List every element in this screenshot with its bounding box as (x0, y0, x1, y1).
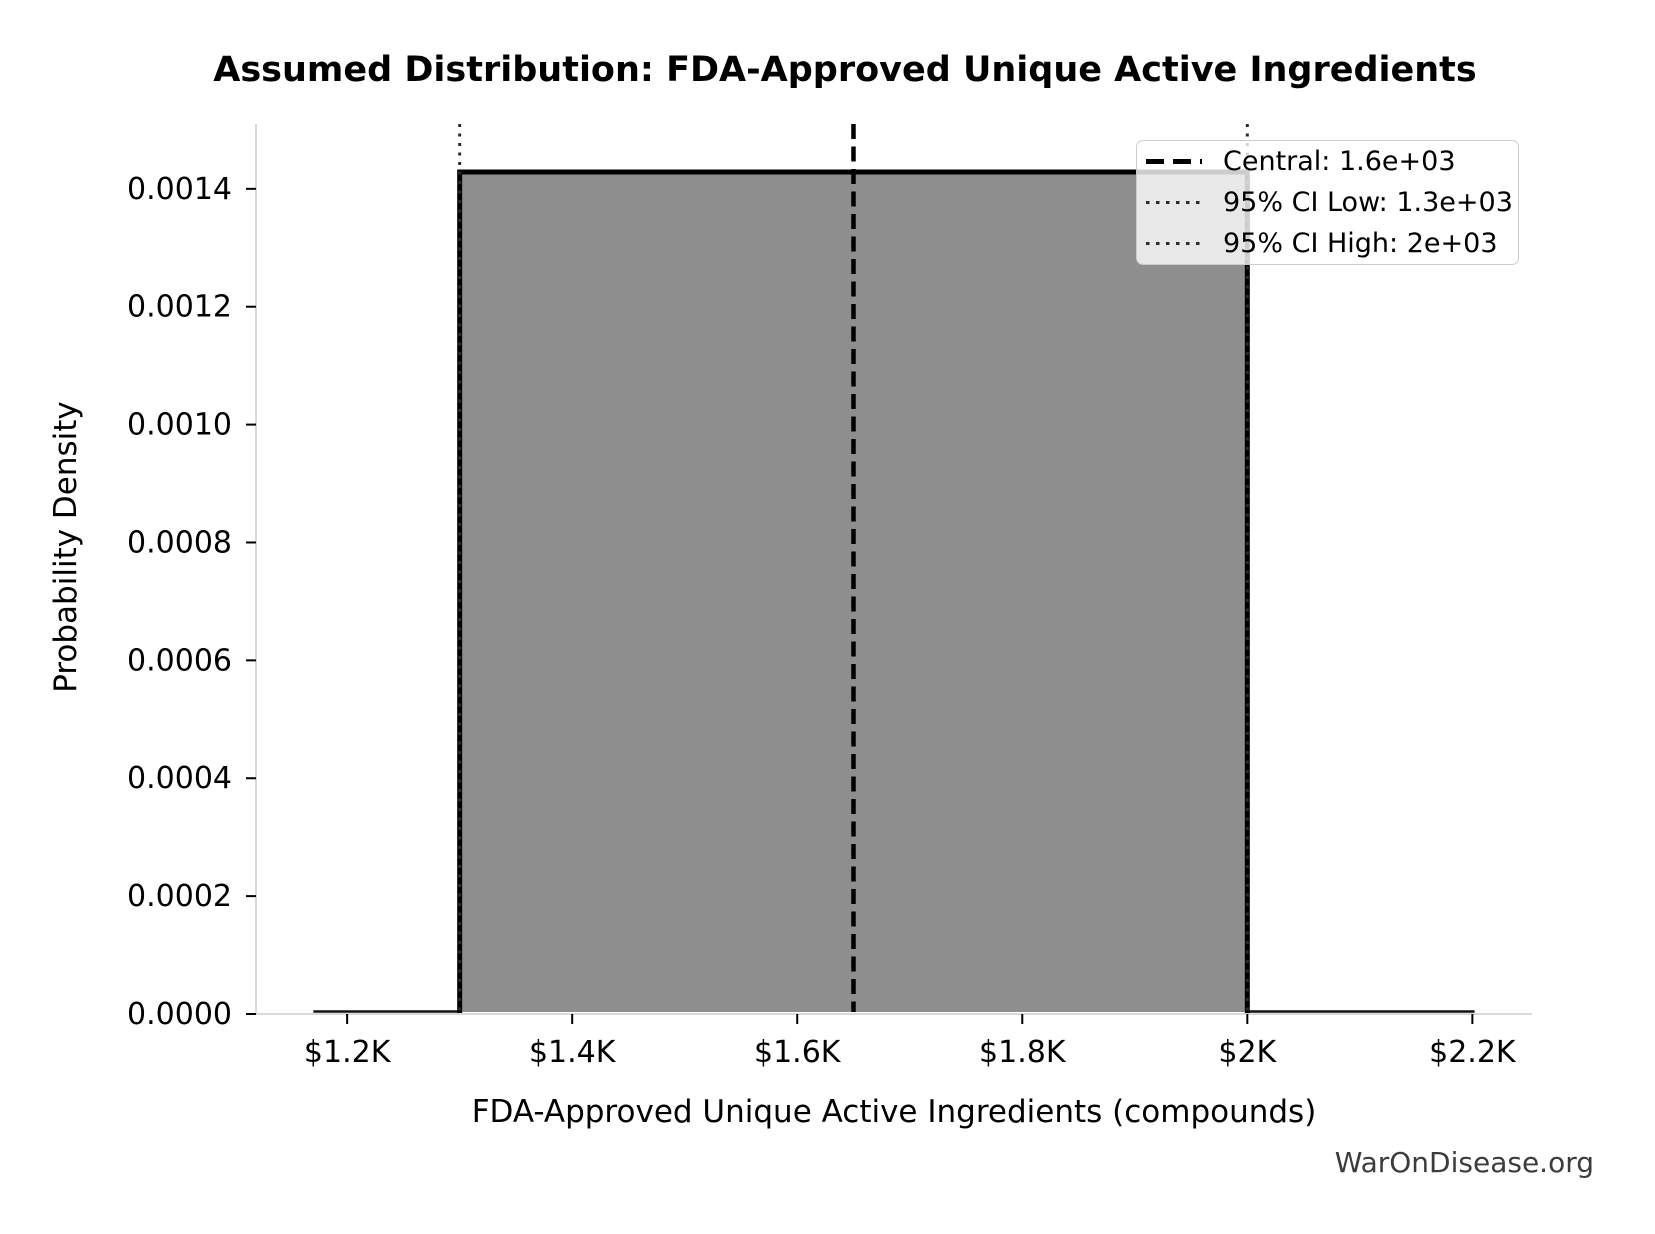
y-tick-label: 0.0000 (127, 997, 232, 1032)
x-tick-label: $2K (1218, 1035, 1277, 1070)
y-tick-label: 0.0008 (127, 525, 232, 560)
legend-label: 95% CI High: 2e+03 (1223, 228, 1498, 259)
x-tick-label: $1.2K (304, 1035, 392, 1070)
legend-item-central: Central: 1.6e+03 (1146, 141, 1508, 182)
y-axis-label: Probability Density (48, 401, 84, 693)
legend: Central: 1.6e+03 95% CI Low: 1.3e+03 95%… (1136, 140, 1519, 265)
dotted-line-sample (1146, 200, 1202, 205)
chart-title: Assumed Distribution: FDA-Approved Uniqu… (213, 50, 1477, 90)
x-tick-label: $2.2K (1429, 1035, 1517, 1070)
legend-label: 95% CI Low: 1.3e+03 (1223, 187, 1513, 218)
y-tick-label: 0.0012 (127, 290, 232, 325)
dotted-line-sample (1146, 241, 1202, 246)
x-tick-label: $1.8K (979, 1035, 1067, 1070)
watermark: WarOnDisease.org (1334, 1146, 1594, 1179)
y-tick-label: 0.0010 (127, 408, 232, 443)
legend-item-ci-high: 95% CI High: 2e+03 (1146, 223, 1508, 264)
x-tick-label: $1.4K (529, 1035, 617, 1070)
legend-item-ci-low: 95% CI Low: 1.3e+03 (1146, 182, 1513, 223)
x-tick-label: $1.6K (754, 1035, 842, 1070)
y-tick-label: 0.0006 (127, 643, 232, 678)
legend-label: Central: 1.6e+03 (1223, 146, 1456, 177)
y-tick-label: 0.0004 (127, 761, 232, 796)
uniform-density-box (459, 171, 1248, 1012)
y-tick-label: 0.0014 (127, 172, 232, 207)
dashed-line-sample (1146, 159, 1202, 164)
x-axis-label: FDA-Approved Unique Active Ingredients (… (471, 1094, 1317, 1130)
y-tick-label: 0.0002 (127, 879, 232, 914)
